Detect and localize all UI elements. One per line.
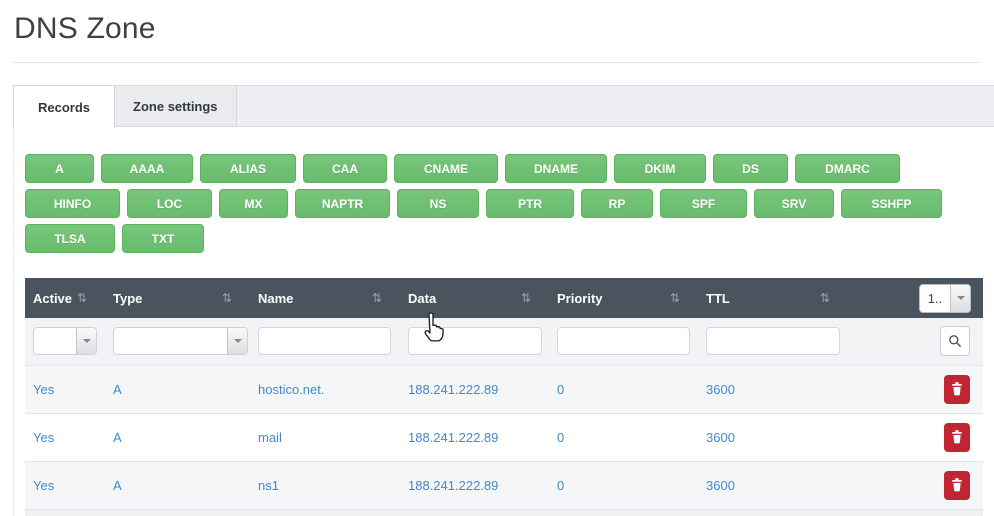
sort-icon[interactable]: ⇅	[76, 291, 87, 305]
cell-type[interactable]: A	[113, 429, 122, 445]
record-type-button-ns[interactable]: NS	[397, 189, 479, 218]
sort-icon[interactable]: ⇅	[371, 291, 382, 305]
chevron-down-icon[interactable]	[227, 328, 247, 355]
cell-active[interactable]: Yes	[33, 381, 55, 397]
column-header-ttl[interactable]: TTL ⇅	[706, 291, 848, 306]
chevron-down-icon[interactable]	[76, 328, 96, 355]
column-label: Priority	[557, 290, 603, 306]
cell-priority[interactable]: 0	[557, 381, 565, 397]
record-type-button-alias[interactable]: ALIAS	[200, 154, 296, 183]
cell-name[interactable]: mail	[258, 429, 282, 445]
record-type-button-dkim[interactable]: DKIM	[614, 154, 706, 183]
column-header-data[interactable]: Data ⇅	[408, 291, 549, 306]
record-type-button-txt[interactable]: TXT	[122, 224, 204, 253]
record-type-button-loc[interactable]: LOC	[127, 189, 212, 218]
cell-name[interactable]: ns1	[258, 477, 279, 493]
tab-records[interactable]: Records	[13, 85, 116, 128]
record-type-button-sshfp[interactable]: SSHFP	[841, 189, 942, 218]
ttl-filter-input[interactable]	[706, 327, 840, 356]
delete-record-button[interactable]	[944, 470, 970, 500]
record-type-button-naptr[interactable]: NAPTR	[295, 189, 390, 218]
column-header-priority[interactable]: Priority ⇅	[557, 291, 698, 306]
page-selector-dropdown[interactable]: 1..	[919, 283, 971, 313]
cell-data[interactable]: 188.241.222.89	[408, 477, 499, 493]
trash-icon	[952, 430, 962, 444]
record-type-button-cname[interactable]: CNAME	[394, 154, 498, 183]
trash-icon	[952, 478, 962, 492]
column-label: Data	[408, 290, 437, 306]
priority-filter-input[interactable]	[557, 327, 690, 356]
active-filter-select[interactable]	[33, 327, 97, 356]
filter-row	[25, 318, 983, 365]
trash-icon	[952, 382, 962, 396]
record-type-button-aaaa[interactable]: AAAA	[101, 154, 193, 183]
delete-record-button[interactable]	[944, 422, 970, 452]
record-type-buttons: A AAAA ALIAS CAA CNAME DNAME DKIM DS DMA…	[25, 154, 965, 259]
page-title: DNS Zone	[14, 12, 156, 45]
cell-ttl[interactable]: 3600	[706, 381, 735, 397]
column-label: TTL	[706, 290, 730, 306]
record-type-button-ptr[interactable]: PTR	[486, 189, 574, 218]
page-selector-value: 1..	[927, 290, 943, 306]
cell-ttl[interactable]: 3600	[706, 477, 735, 493]
sort-icon[interactable]: ⇅	[819, 291, 830, 305]
tab-bar: Records Zone settings	[13, 85, 994, 128]
tab-zone-settings[interactable]: Zone settings	[115, 86, 237, 126]
cell-type[interactable]: A	[113, 381, 122, 397]
column-label: Type	[113, 290, 143, 306]
table-row: Yes A hostico.net. 188.241.222.89 0 3600	[25, 365, 983, 413]
panel-left-border	[13, 127, 14, 516]
cell-active[interactable]: Yes	[33, 477, 55, 493]
search-button[interactable]	[940, 326, 970, 357]
search-icon	[949, 335, 962, 348]
column-header-name[interactable]: Name ⇅	[258, 291, 400, 306]
table-header-row: Active ⇅ Type ⇅ Name ⇅ Data ⇅ Priority ⇅ TTL ⇅…	[25, 278, 983, 318]
record-type-button-a[interactable]: A	[25, 154, 94, 183]
record-type-button-tlsa[interactable]: TLSA	[25, 224, 115, 253]
record-type-button-srv[interactable]: SRV	[754, 189, 834, 218]
chevron-down-icon[interactable]	[950, 284, 970, 312]
column-label: Active	[33, 290, 73, 306]
active-filter-value	[34, 328, 76, 354]
cell-active[interactable]: Yes	[33, 429, 55, 445]
type-filter-value	[114, 328, 227, 354]
next-row-partial	[25, 509, 983, 516]
record-type-button-caa[interactable]: CAA	[303, 154, 387, 183]
record-type-button-dname[interactable]: DNAME	[505, 154, 607, 183]
column-label: Name	[258, 290, 294, 306]
sort-icon[interactable]: ⇅	[221, 291, 232, 305]
cell-type[interactable]: A	[113, 477, 122, 493]
type-filter-select[interactable]	[113, 327, 248, 356]
data-filter-input[interactable]	[408, 327, 542, 356]
cell-ttl[interactable]: 3600	[706, 429, 735, 445]
title-divider	[13, 62, 980, 63]
cell-data[interactable]: 188.241.222.89	[408, 381, 499, 397]
cell-name[interactable]: hostico.net.	[258, 381, 325, 397]
sort-icon[interactable]: ⇅	[669, 291, 680, 305]
dns-records-table: Active ⇅ Type ⇅ Name ⇅ Data ⇅ Priority ⇅ TTL ⇅…	[25, 278, 983, 516]
record-type-button-dmarc[interactable]: DMARC	[795, 154, 900, 183]
cell-data[interactable]: 188.241.222.89	[408, 429, 499, 445]
delete-record-button[interactable]	[944, 374, 970, 404]
cell-priority[interactable]: 0	[557, 429, 565, 445]
record-type-button-mx[interactable]: MX	[219, 189, 288, 218]
column-header-type[interactable]: Type ⇅	[113, 291, 250, 306]
column-header-active[interactable]: Active ⇅	[33, 291, 105, 306]
record-type-button-rp[interactable]: RP	[581, 189, 653, 218]
table-row: Yes A ns1 188.241.222.89 0 3600	[25, 461, 983, 509]
record-type-button-hinfo[interactable]: HINFO	[25, 189, 120, 218]
cell-priority[interactable]: 0	[557, 477, 565, 493]
record-type-button-ds[interactable]: DS	[713, 154, 788, 183]
table-row: Yes A mail 188.241.222.89 0 3600	[25, 413, 983, 461]
record-type-button-spf[interactable]: SPF	[660, 189, 747, 218]
name-filter-input[interactable]	[258, 327, 391, 356]
sort-icon[interactable]: ⇅	[520, 291, 531, 305]
